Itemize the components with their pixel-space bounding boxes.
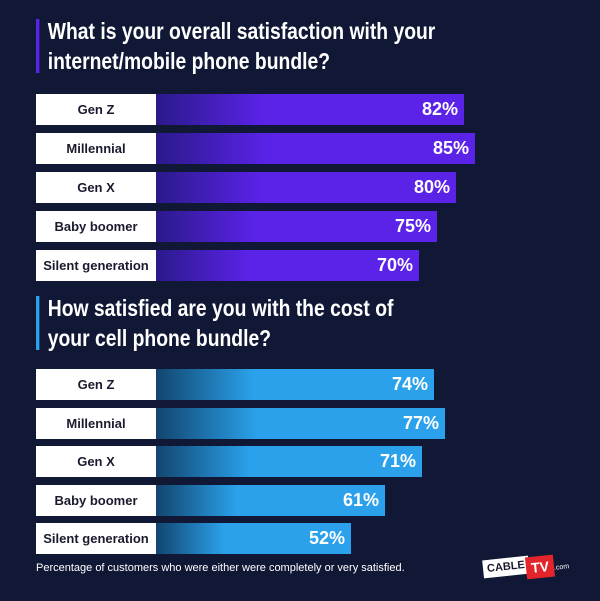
bar-value-label: 80%: [413, 177, 450, 197]
logo-suffix: .com: [553, 562, 570, 572]
bar: 52%: [156, 523, 351, 554]
category-label: Gen X: [36, 172, 156, 203]
chart-title: How satisfied are you with the cost of y…: [36, 293, 518, 353]
category-label: Gen Z: [36, 94, 156, 125]
bar-value-label: 82%: [421, 99, 458, 119]
category-label: Gen Z: [36, 369, 156, 400]
bar-value-label: 61%: [342, 489, 379, 510]
bar-value-label: 52%: [308, 528, 345, 548]
category-label: Gen X: [36, 446, 156, 477]
bar-value-label: 77%: [402, 412, 439, 433]
category-label: Silent generation: [36, 523, 156, 554]
bar: 74%: [156, 369, 434, 400]
bar-value-label: 85%: [432, 138, 469, 158]
bar-group: Gen Z 74% Millennial 77% Gen X 71% Baby boomer…: [0, 293, 600, 593]
footnote: Percentage of customers who were either …: [36, 562, 405, 574]
category-label: Millennial: [36, 133, 156, 164]
logo-cable-text: CABLE: [482, 555, 530, 579]
category-label: Baby boomer: [36, 211, 156, 242]
bar: 71%: [156, 446, 422, 477]
cabletv-logo: CABLE TV .com: [482, 554, 570, 582]
bar: 80%: [156, 172, 456, 203]
bar: 85%: [156, 133, 475, 164]
chart-title: What is your overall satisfaction with y…: [36, 16, 518, 76]
bar: 82%: [156, 94, 464, 125]
logo-tv-text: TV: [524, 554, 555, 580]
bar: 61%: [156, 484, 385, 516]
category-label: Millennial: [36, 407, 156, 439]
bar-value-label: 74%: [391, 374, 428, 394]
bar-value-label: 75%: [394, 216, 431, 236]
bar-value-label: 71%: [379, 451, 416, 471]
bar-value-label: 70%: [376, 255, 413, 275]
bar: 75%: [156, 211, 437, 242]
category-label: Baby boomer: [36, 484, 156, 516]
category-label: Silent generation: [36, 250, 156, 281]
bar: 70%: [156, 250, 419, 281]
bar: 77%: [156, 407, 445, 439]
bar-group: Gen Z 82% Millennial 85% Gen X 80% Baby boomer…: [0, 16, 600, 316]
